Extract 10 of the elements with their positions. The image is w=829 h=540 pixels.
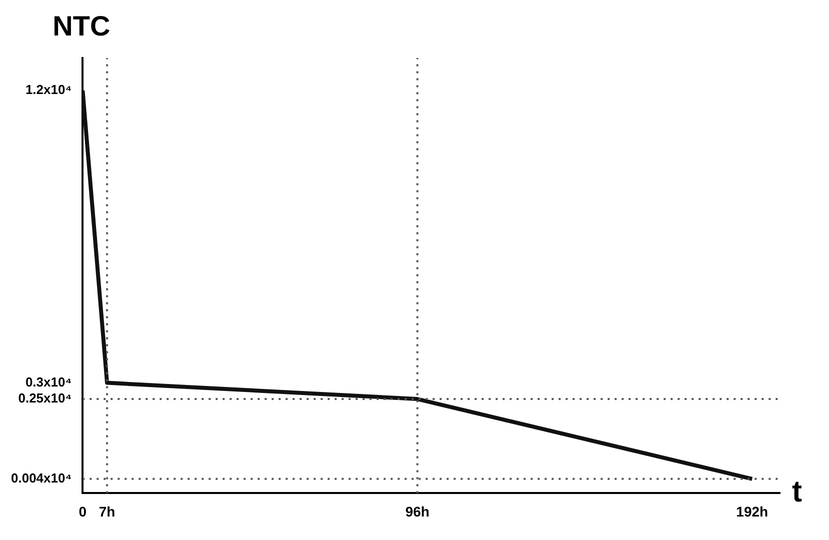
x-tick-label: 96h <box>405 503 430 520</box>
x-tick-label: 192h <box>736 503 768 520</box>
y-tick-label: 0.004x10⁴ <box>10 470 72 486</box>
y-tick-label: 1.2x10⁴ <box>25 82 72 98</box>
x-axis-title: t <box>792 475 802 508</box>
y-tick-label: 0.3x10⁴ <box>25 374 72 390</box>
y-tick-label: 0.25x10⁴ <box>18 390 72 406</box>
x-tick-label: 7h <box>98 503 116 520</box>
y-axis-title: NTC <box>52 10 110 42</box>
x-tick-label: 0 <box>78 503 87 520</box>
